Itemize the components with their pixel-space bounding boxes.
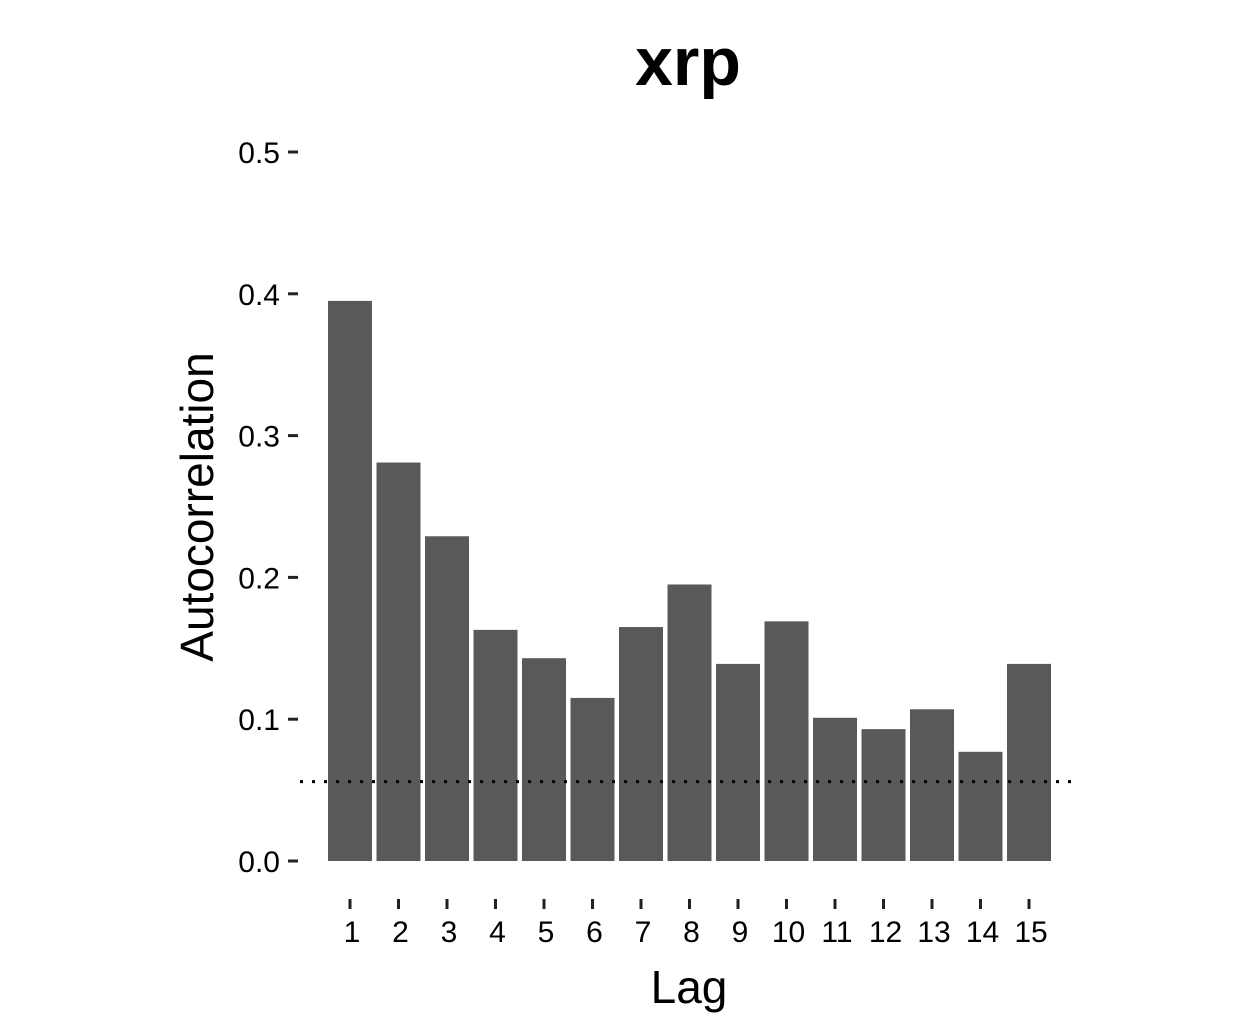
bars xyxy=(328,300,1051,861)
x-tick-label: 1 xyxy=(344,916,361,949)
x-tick-label: 9 xyxy=(732,916,749,949)
x-tick-label: 6 xyxy=(586,916,603,949)
y-tick-label: 0.5 xyxy=(238,137,280,170)
x-tick-label: 15 xyxy=(1014,916,1047,949)
bar-lag-5 xyxy=(522,658,566,861)
y-tick-label: 0.2 xyxy=(238,562,280,595)
bar-lag-4 xyxy=(473,629,518,861)
x-tick-label: 7 xyxy=(635,916,652,949)
x-tick-label: 8 xyxy=(683,916,700,949)
bar-lag-7 xyxy=(619,627,663,861)
x-tick-label: 3 xyxy=(441,916,458,949)
x-tick-label: 13 xyxy=(917,916,950,949)
y-tick-label: 0.3 xyxy=(238,421,280,454)
x-tick-label: 10 xyxy=(772,916,805,949)
x-tick-label: 12 xyxy=(869,916,902,949)
x-tick-label: 4 xyxy=(489,916,506,949)
x-tick-label: 5 xyxy=(538,916,555,949)
y-tick-label: 0.0 xyxy=(238,846,280,879)
bar-lag-10 xyxy=(764,621,809,861)
bar-lag-11 xyxy=(813,717,857,861)
y-tick-label: 0.4 xyxy=(238,279,280,312)
bar-lag-8 xyxy=(667,584,712,861)
y-axis-title: Autocorrelation xyxy=(171,352,223,661)
bar-lag-6 xyxy=(570,697,615,861)
x-axis-title: Lag xyxy=(651,961,728,1013)
x-tick-label: 2 xyxy=(392,916,409,949)
bar-lag-9 xyxy=(716,663,760,861)
bar-lag-2 xyxy=(376,462,421,861)
x-tick-label: 11 xyxy=(821,916,852,949)
chart-title: xrp xyxy=(635,24,741,100)
y-axis: 0.0 0.1 0.2 0.3 0.4 0.5 xyxy=(238,137,298,879)
bar-lag-1 xyxy=(328,300,372,861)
bar-lag-13 xyxy=(910,709,954,861)
bar-lag-12 xyxy=(861,729,906,861)
bar-lag-15 xyxy=(1007,663,1051,861)
x-tick-label: 14 xyxy=(966,916,999,949)
bar-lag-14 xyxy=(958,751,1003,861)
bar-lag-3 xyxy=(425,536,469,861)
y-tick-label: 0.1 xyxy=(238,704,280,737)
x-axis: 1 2 3 4 5 6 7 8 9 10 11 12 13 14 15 xyxy=(344,899,1048,949)
